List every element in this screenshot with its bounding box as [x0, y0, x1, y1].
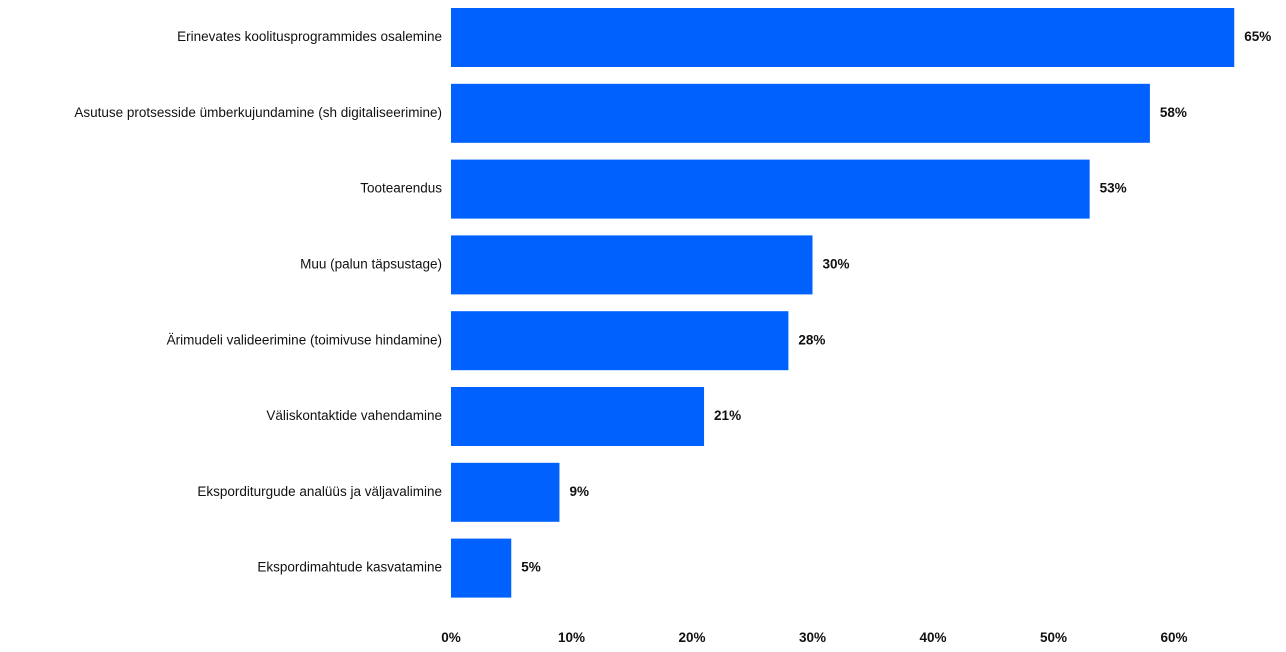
data-label: 30% — [823, 256, 850, 271]
data-label: 65% — [1244, 29, 1271, 44]
data-label: 9% — [569, 484, 589, 499]
bar — [451, 311, 789, 371]
category-label: Tootearendus — [360, 181, 442, 196]
data-label: 21% — [714, 408, 741, 423]
bar — [451, 538, 512, 598]
x-tick-label: 40% — [919, 630, 946, 645]
x-tick-label: 0% — [441, 630, 461, 645]
bars-group — [451, 8, 1235, 598]
x-tick-label: 30% — [799, 630, 826, 645]
x-tick-label: 60% — [1160, 630, 1187, 645]
bar — [451, 8, 1235, 67]
category-labels: Erinevates koolitusprogrammides osalemin… — [74, 29, 442, 575]
category-label: Väliskontaktide vahendamine — [266, 408, 442, 423]
category-label: Ärimudeli valideerimine (toimivuse hinda… — [167, 332, 442, 347]
bar — [451, 235, 813, 295]
x-tick-label: 20% — [678, 630, 705, 645]
x-tick-label: 50% — [1040, 630, 1067, 645]
data-label: 28% — [798, 332, 825, 347]
bar — [451, 462, 560, 522]
data-label: 53% — [1100, 181, 1127, 196]
bar — [451, 159, 1090, 219]
category-label: Ekspordimahtude kasvatamine — [257, 560, 442, 575]
value-labels: 65% 58% 53% 30% 28% 21% 9% 5% — [521, 29, 1271, 575]
bar — [451, 83, 1150, 143]
x-axis-ticks: 0% 10% 20% 30% 40% 50% 60% — [441, 630, 1187, 645]
category-label: Muu (palun täpsustage) — [300, 256, 442, 271]
bar — [451, 387, 705, 446]
category-label: Eksporditurgude analüüs ja väljavalimine — [197, 484, 442, 499]
data-label: 5% — [521, 560, 541, 575]
data-label: 58% — [1160, 105, 1187, 120]
category-label: Asutuse protsesside ümberkujundamine (sh… — [74, 105, 442, 120]
category-label: Erinevates koolitusprogrammides osalemin… — [177, 29, 442, 44]
x-tick-label: 10% — [558, 630, 585, 645]
